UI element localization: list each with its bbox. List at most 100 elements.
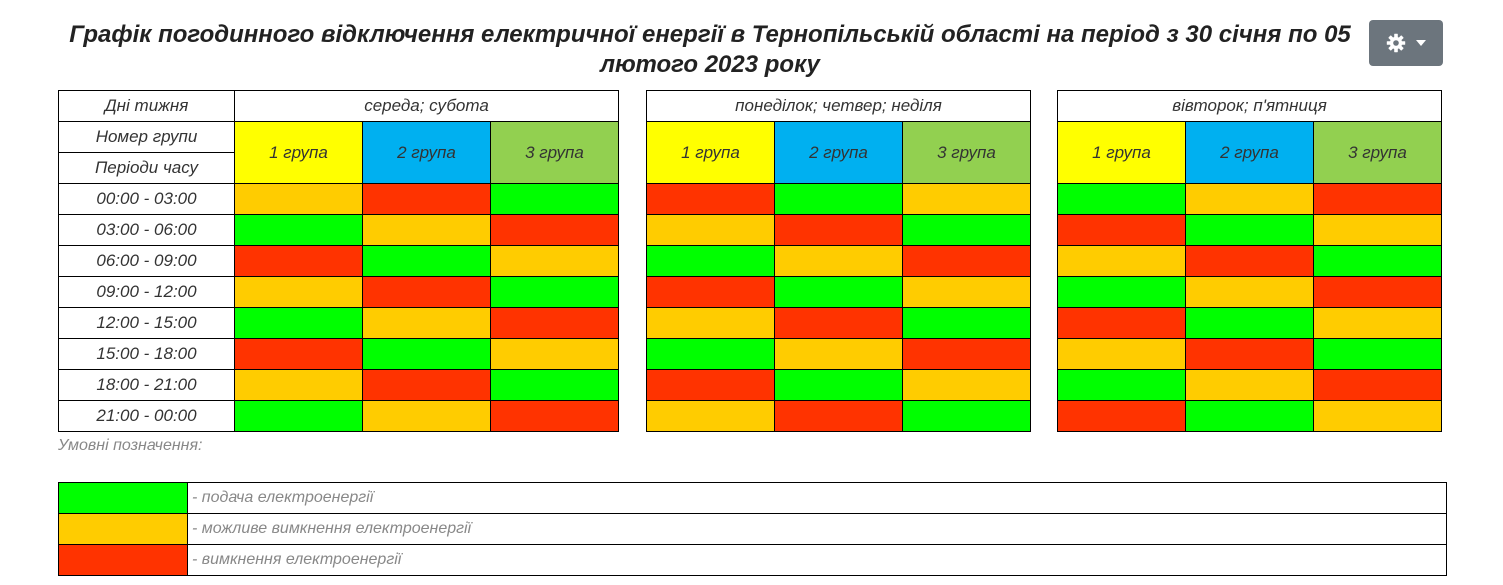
status-cell-on bbox=[774, 183, 903, 215]
status-cell-on bbox=[1057, 183, 1186, 215]
legend-swatch-off bbox=[58, 544, 188, 576]
time-period: 12:00 - 15:00 bbox=[58, 307, 235, 339]
settings-dropdown-button[interactable] bbox=[1369, 20, 1443, 66]
time-period: 18:00 - 21:00 bbox=[58, 369, 235, 401]
legend-row: - подача електроенергії bbox=[58, 482, 1447, 514]
status-cell-maybe bbox=[902, 369, 1031, 401]
status-cell-maybe bbox=[646, 307, 775, 339]
status-cell-on bbox=[1057, 369, 1186, 401]
time-period: 09:00 - 12:00 bbox=[58, 276, 235, 308]
caret-down-icon bbox=[1416, 40, 1426, 46]
table-row: 00:00 - 03:00 bbox=[58, 183, 1442, 215]
status-cell-maybe bbox=[1313, 400, 1442, 432]
status-cell-maybe bbox=[1185, 369, 1314, 401]
legend-label: - подача електроенергії bbox=[187, 482, 1447, 514]
block-gap bbox=[1030, 90, 1058, 432]
status-cell-on bbox=[234, 400, 363, 432]
block-days-3: вівторок; п'ятниця bbox=[1057, 90, 1442, 122]
status-cell-off bbox=[1057, 214, 1186, 246]
status-cell-maybe bbox=[234, 276, 363, 308]
status-cell-maybe bbox=[774, 245, 903, 277]
group-header-1-3: 3 група bbox=[490, 121, 619, 184]
status-cell-maybe bbox=[234, 369, 363, 401]
header-row-periods: Періоди часу bbox=[58, 152, 1442, 184]
status-cell-maybe bbox=[1313, 307, 1442, 339]
status-cell-on bbox=[234, 214, 363, 246]
legend-label: - вимкнення електроенергії bbox=[187, 544, 1447, 576]
status-cell-off bbox=[902, 245, 1031, 277]
status-cell-on bbox=[646, 338, 775, 370]
title-date-range: по 05 лютого 2023 року bbox=[600, 21, 1351, 78]
legend-swatch-maybe bbox=[58, 513, 188, 545]
status-cell-off bbox=[774, 400, 903, 432]
status-cell-on bbox=[1057, 276, 1186, 308]
days-label: Дні тижня bbox=[58, 90, 235, 122]
status-cell-on bbox=[234, 307, 363, 339]
time-period: 00:00 - 03:00 bbox=[58, 183, 235, 215]
legend-row: - можливе вимкнення електроенергії bbox=[58, 513, 1447, 545]
status-cell-off bbox=[490, 307, 619, 339]
group-header-2-3: 3 група bbox=[902, 121, 1031, 184]
status-cell-off bbox=[902, 338, 1031, 370]
status-cell-on bbox=[490, 183, 619, 215]
status-cell-off bbox=[362, 276, 491, 308]
status-cell-off bbox=[490, 214, 619, 246]
status-cell-off bbox=[774, 307, 903, 339]
status-cell-on bbox=[902, 400, 1031, 432]
title-main: Графік погодинного відключення електричн… bbox=[69, 21, 1289, 48]
group-header-3-1: 1 група bbox=[1057, 121, 1186, 184]
table-row: 15:00 - 18:00 bbox=[58, 338, 1442, 370]
status-cell-off bbox=[234, 338, 363, 370]
legend-table: - подача електроенергії - можливе вимкнен… bbox=[58, 482, 1447, 576]
status-cell-off bbox=[646, 369, 775, 401]
header-row-days: Дні тижня середа; субота понеділок; четвер… bbox=[58, 90, 1442, 432]
status-cell-off bbox=[1313, 183, 1442, 215]
time-period: 21:00 - 00:00 bbox=[58, 400, 235, 432]
status-cell-maybe bbox=[646, 214, 775, 246]
gear-icon bbox=[1386, 33, 1406, 53]
group-header-3-3: 3 група bbox=[1313, 121, 1442, 184]
status-cell-maybe bbox=[1057, 338, 1186, 370]
status-cell-on bbox=[362, 338, 491, 370]
status-cell-on bbox=[490, 369, 619, 401]
table-row: 12:00 - 15:00 bbox=[58, 307, 1442, 339]
status-cell-maybe bbox=[1313, 214, 1442, 246]
status-cell-on bbox=[1313, 245, 1442, 277]
status-cell-on bbox=[1185, 214, 1314, 246]
table-row: 18:00 - 21:00 bbox=[58, 369, 1442, 401]
time-period: 03:00 - 06:00 bbox=[58, 214, 235, 246]
outage-schedule-table: Дні тижня середа; субота понеділок; четвер… bbox=[58, 90, 1442, 432]
status-cell-maybe bbox=[646, 400, 775, 432]
time-periods-label: Періоди часу bbox=[58, 152, 235, 184]
status-cell-off bbox=[646, 183, 775, 215]
status-cell-maybe bbox=[362, 400, 491, 432]
status-cell-on bbox=[490, 276, 619, 308]
status-cell-on bbox=[774, 276, 903, 308]
status-cell-on bbox=[646, 245, 775, 277]
status-cell-maybe bbox=[362, 214, 491, 246]
legend-label: - можливе вимкнення електроенергії bbox=[187, 513, 1447, 545]
status-cell-on bbox=[774, 369, 903, 401]
status-cell-maybe bbox=[1185, 183, 1314, 215]
status-cell-off bbox=[1313, 369, 1442, 401]
legend-swatch-on bbox=[58, 482, 188, 514]
group-header-1-2: 2 група bbox=[362, 121, 491, 184]
block-gap bbox=[618, 90, 647, 432]
group-header-2-2: 2 група bbox=[774, 121, 903, 184]
time-period: 15:00 - 18:00 bbox=[58, 338, 235, 370]
status-cell-off bbox=[234, 245, 363, 277]
table-row: 09:00 - 12:00 bbox=[58, 276, 1442, 308]
table-row: 06:00 - 09:00 bbox=[58, 245, 1442, 277]
status-cell-maybe bbox=[1185, 276, 1314, 308]
page-title: Графік погодинного відключення електричн… bbox=[60, 20, 1360, 80]
status-cell-off bbox=[490, 400, 619, 432]
status-cell-off bbox=[1313, 276, 1442, 308]
status-cell-on bbox=[1185, 307, 1314, 339]
status-cell-off bbox=[362, 183, 491, 215]
block-days-2: понеділок; четвер; неділя bbox=[646, 90, 1031, 122]
status-cell-maybe bbox=[362, 307, 491, 339]
status-cell-maybe bbox=[1057, 245, 1186, 277]
status-cell-off bbox=[774, 214, 903, 246]
status-cell-off bbox=[362, 369, 491, 401]
